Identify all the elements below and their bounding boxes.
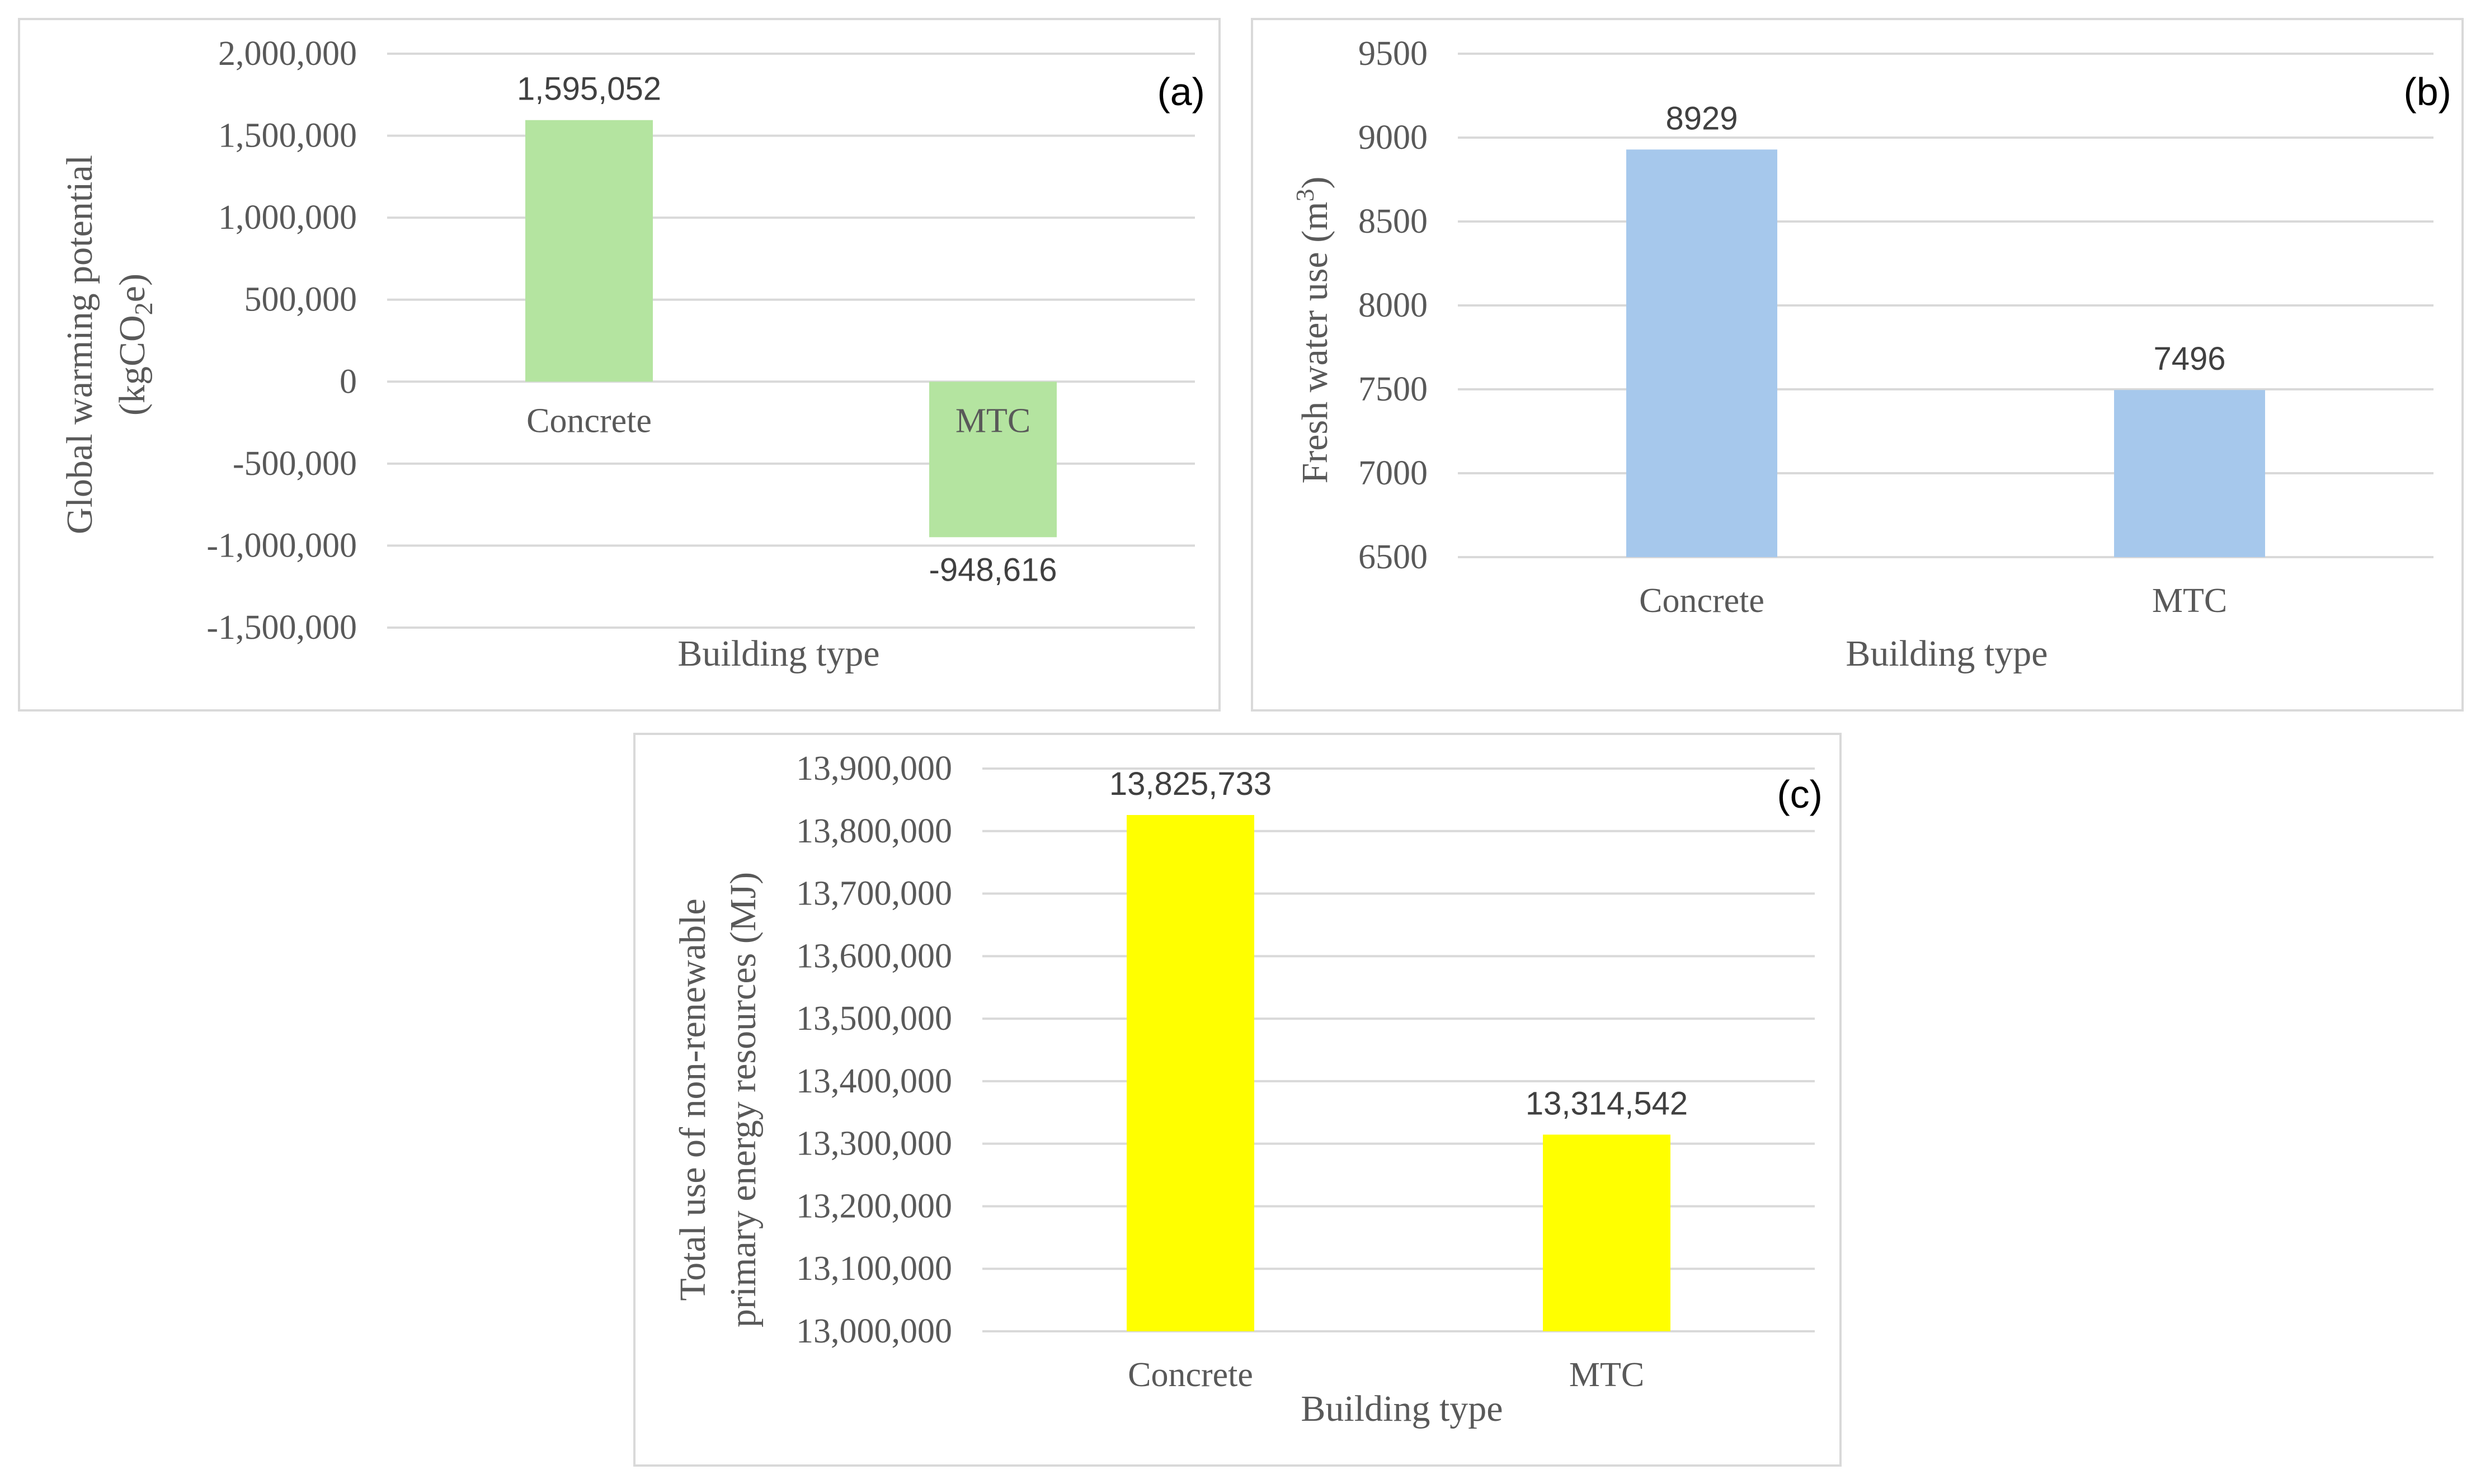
panel-label: (a) xyxy=(1157,70,1205,114)
bar-concrete xyxy=(1127,815,1254,1331)
bar-mtc xyxy=(2114,390,2265,557)
y-tick-label: 13,100,000 xyxy=(796,1250,952,1288)
data-label: 8929 xyxy=(1665,100,1738,136)
y-axis-title-line2: (kgCO2e) xyxy=(112,274,158,416)
y-axis-unit-prefix: (kgCO xyxy=(112,315,153,416)
chart-c: 13,900,000 13,800,000 13,700,000 13,600,000… xyxy=(672,750,1823,1429)
bar-concrete xyxy=(525,120,653,382)
data-label: 13,825,733 xyxy=(1109,766,1272,802)
data-label: 7496 xyxy=(2153,341,2225,377)
panel-label: (c) xyxy=(1777,772,1823,816)
data-label: 1,595,052 xyxy=(517,71,661,107)
y-tick-label: 7000 xyxy=(1358,454,1428,492)
y-tick-label: 13,200,000 xyxy=(796,1187,952,1225)
y-tick-label: 2,000,000 xyxy=(218,35,357,73)
x-axis-title: Building type xyxy=(1301,1388,1503,1429)
x-category-label: Concrete xyxy=(526,402,652,440)
y-tick-label: 13,700,000 xyxy=(796,875,952,913)
y-axis-title-line2: primary energy resources (MJ) xyxy=(723,872,764,1327)
y-axis-unit-superscript: 3 xyxy=(1291,189,1319,201)
chart-panel-c: 13,900,000 13,800,000 13,700,000 13,600,000… xyxy=(633,733,1842,1467)
x-category-label: Concrete xyxy=(1639,582,1764,620)
y-tick-label: 13,400,000 xyxy=(796,1062,952,1100)
x-category-label: MTC xyxy=(1569,1356,1644,1394)
y-tick-label: 13,900,000 xyxy=(796,750,952,788)
panel-label: (b) xyxy=(2403,70,2451,114)
data-label: 13,314,542 xyxy=(1526,1085,1688,1122)
chart-panel-a: 2,000,000 1,500,000 1,000,000 500,000 0 -500,… xyxy=(18,18,1221,712)
bar-mtc xyxy=(929,381,1057,538)
y-tick-label: 13,600,000 xyxy=(796,937,952,975)
y-tick-label: 1,000,000 xyxy=(218,199,357,237)
y-tick-label: 6500 xyxy=(1358,538,1428,576)
x-category-label: MTC xyxy=(2152,582,2227,620)
y-tick-label: 13,800,000 xyxy=(796,812,952,850)
y-tick-label: 9500 xyxy=(1358,35,1428,73)
y-tick-label: 13,300,000 xyxy=(796,1125,952,1163)
y-tick-label: -1,000,000 xyxy=(206,526,357,564)
chart-panel-b: 9500 9000 8500 8000 7500 7000 6500 8929 7496 Co… xyxy=(1251,18,2464,712)
y-axis-unit-suffix: ) xyxy=(1295,176,1335,189)
bar-concrete xyxy=(1626,149,1777,557)
data-label: -948,616 xyxy=(929,552,1057,588)
y-tick-label: 8500 xyxy=(1358,202,1428,241)
y-axis-title-text: Fresh water use (m xyxy=(1295,201,1335,483)
chart-a: 2,000,000 1,500,000 1,000,000 500,000 0 -500,… xyxy=(59,35,1205,674)
y-tick-label: 13,000,000 xyxy=(796,1312,952,1350)
y-axis-title: Fresh water use (m3) xyxy=(1291,176,1335,483)
y-tick-label: 9000 xyxy=(1358,119,1428,157)
y-axis-title-line1: Global warming potential xyxy=(59,155,100,534)
y-tick-label: 13,500,000 xyxy=(796,1000,952,1038)
y-axis-title-line1: Total use of non-renewable xyxy=(672,898,713,1301)
y-tick-label: -1,500,000 xyxy=(206,609,357,647)
y-tick-label: -500,000 xyxy=(233,445,357,483)
x-axis-title: Building type xyxy=(1846,633,2047,674)
y-tick-label: 1,500,000 xyxy=(218,117,357,155)
y-tick-label: 500,000 xyxy=(244,281,357,319)
x-category-label: Concrete xyxy=(1128,1356,1253,1394)
x-axis-title: Building type xyxy=(677,633,879,674)
chart-b: 9500 9000 8500 8000 7500 7000 6500 8929 7496 Co… xyxy=(1291,35,2451,674)
y-tick-label: 0 xyxy=(340,362,357,401)
y-tick-label: 7500 xyxy=(1358,370,1428,408)
y-axis-unit-subscript: 2 xyxy=(129,302,158,315)
bar-mtc xyxy=(1543,1134,1670,1331)
y-tick-label: 8000 xyxy=(1358,286,1428,324)
y-axis-unit-suffix: e) xyxy=(112,274,153,302)
x-category-label: MTC xyxy=(955,402,1030,440)
